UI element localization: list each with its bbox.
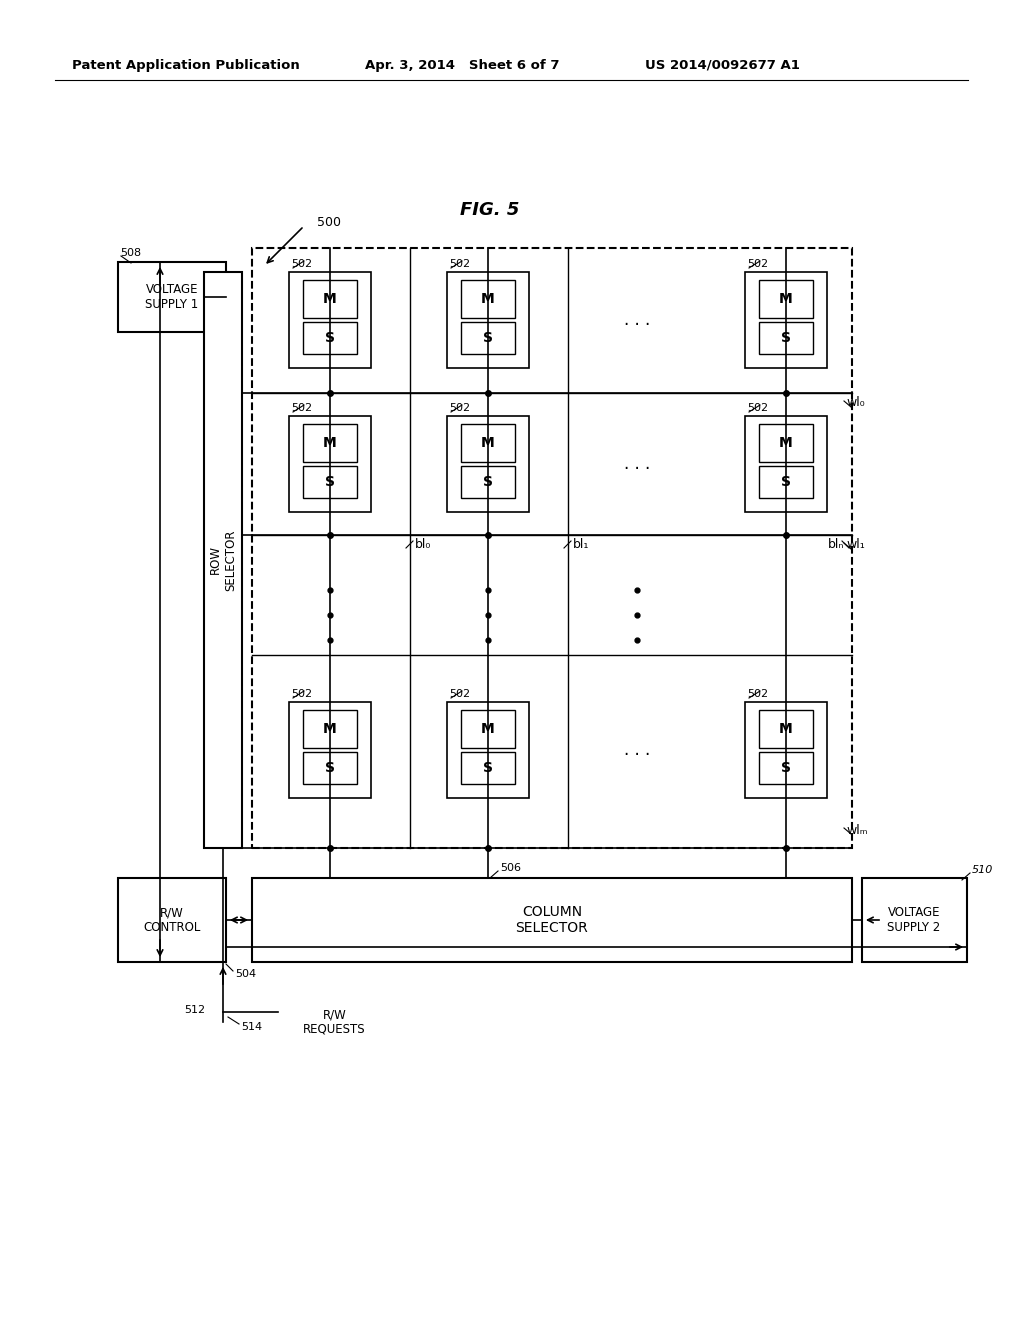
Text: M: M [481, 292, 495, 306]
Text: M: M [324, 436, 337, 450]
Text: M: M [481, 722, 495, 737]
Text: M: M [324, 292, 337, 306]
Text: M: M [779, 722, 793, 737]
Bar [745, 702, 827, 799]
Text: wl₀: wl₀ [846, 396, 864, 409]
Text: M: M [481, 436, 495, 450]
Text: Patent Application Publication: Patent Application Publication [72, 58, 300, 71]
Bar [745, 272, 827, 368]
Text: ROW
SELECTOR: ROW SELECTOR [209, 529, 237, 591]
Bar [461, 280, 515, 318]
Bar [759, 322, 813, 354]
Text: 502: 502 [291, 403, 312, 413]
Text: COLUMN
SELECTOR: COLUMN SELECTOR [516, 906, 589, 935]
Text: R/W
REQUESTS: R/W REQUESTS [303, 1008, 366, 1036]
Bar [303, 322, 357, 354]
Text: 502: 502 [449, 403, 470, 413]
Text: 502: 502 [746, 403, 768, 413]
Text: blₙ: blₙ [827, 539, 844, 552]
Text: M: M [779, 436, 793, 450]
Bar [447, 702, 529, 799]
Text: 504: 504 [234, 969, 256, 979]
Bar [303, 424, 357, 462]
Bar [461, 322, 515, 354]
Bar [759, 752, 813, 784]
Text: VOLTAGE
SUPPLY 2: VOLTAGE SUPPLY 2 [888, 906, 941, 935]
Bar [461, 466, 515, 498]
Text: FIG. 5: FIG. 5 [461, 201, 520, 219]
Text: S: S [325, 475, 335, 488]
Text: wlₘ: wlₘ [846, 824, 867, 837]
Text: S: S [483, 331, 493, 345]
Text: S: S [325, 331, 335, 345]
Text: . . .: . . . [624, 455, 650, 473]
Text: US 2014/0092677 A1: US 2014/0092677 A1 [645, 58, 800, 71]
Bar [118, 878, 226, 962]
Bar [461, 424, 515, 462]
Bar [759, 424, 813, 462]
Text: 514: 514 [241, 1022, 262, 1032]
Text: 502: 502 [746, 259, 768, 269]
Text: 508: 508 [120, 248, 141, 257]
Bar [289, 416, 371, 512]
Text: S: S [781, 331, 791, 345]
Text: 512: 512 [184, 1005, 205, 1015]
Text: S: S [325, 762, 335, 775]
Bar [447, 416, 529, 512]
Text: 510: 510 [972, 865, 993, 875]
Bar [303, 752, 357, 784]
Bar [862, 878, 967, 962]
Bar [252, 878, 852, 962]
Bar [759, 710, 813, 748]
Bar [204, 272, 242, 847]
Text: R/W
CONTROL: R/W CONTROL [143, 906, 201, 935]
Bar [447, 272, 529, 368]
Text: M: M [779, 292, 793, 306]
Bar [759, 280, 813, 318]
Text: S: S [781, 475, 791, 488]
Text: 502: 502 [746, 689, 768, 700]
Bar [745, 416, 827, 512]
Text: M: M [324, 722, 337, 737]
Text: . . .: . . . [624, 741, 650, 759]
Text: wl₁: wl₁ [846, 539, 864, 552]
Text: 502: 502 [291, 689, 312, 700]
Text: . . .: . . . [624, 312, 650, 329]
Bar [252, 248, 852, 847]
Text: 502: 502 [449, 689, 470, 700]
Text: 506: 506 [500, 863, 521, 873]
Text: 502: 502 [449, 259, 470, 269]
Bar [289, 702, 371, 799]
Text: Apr. 3, 2014   Sheet 6 of 7: Apr. 3, 2014 Sheet 6 of 7 [365, 58, 559, 71]
Text: 502: 502 [291, 259, 312, 269]
Text: VOLTAGE
SUPPLY 1: VOLTAGE SUPPLY 1 [145, 282, 199, 312]
Bar [118, 261, 226, 333]
Bar [303, 466, 357, 498]
Text: bl₁: bl₁ [573, 539, 590, 552]
Bar [289, 272, 371, 368]
Text: S: S [781, 762, 791, 775]
Text: 500: 500 [317, 215, 341, 228]
Bar [303, 280, 357, 318]
Bar [759, 466, 813, 498]
Bar [461, 752, 515, 784]
Text: S: S [483, 475, 493, 488]
Bar [303, 710, 357, 748]
Text: bl₀: bl₀ [415, 539, 431, 552]
Bar [461, 710, 515, 748]
Text: S: S [483, 762, 493, 775]
